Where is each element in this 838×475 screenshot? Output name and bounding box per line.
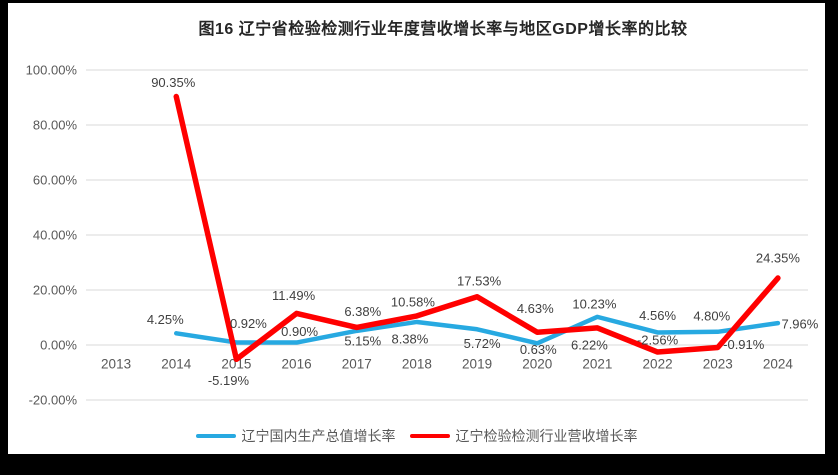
chart-legend: 辽宁国内生产总值增长率 辽宁检验检测行业营收增长率: [8, 426, 825, 446]
x-axis-tick-label: 2015: [221, 357, 251, 372]
line-chart-plot-area: 100.00% 80.00% 60.00% 40.00% 20.00% 0.00% -20.…: [26, 63, 819, 408]
x-axis-tick-label: 2014: [161, 357, 192, 372]
x-axis-tick-label: 2016: [282, 357, 312, 372]
data-label: 0.63%: [520, 342, 557, 357]
data-label: 17.53%: [457, 273, 502, 288]
legend-line-swatch-blue: [195, 434, 236, 438]
data-label: 7.96%: [781, 317, 818, 332]
data-label: 10.58%: [391, 294, 436, 309]
data-label: -2.56%: [637, 333, 679, 348]
data-label: -5.19%: [208, 373, 250, 388]
y-axis-tick-label: 0.00%: [40, 338, 77, 353]
legend-label-gdp-growth: 辽宁国内生产总值增长率: [241, 428, 396, 444]
data-label: 6.22%: [571, 337, 608, 352]
x-axis-tick-label: 2013: [101, 357, 131, 372]
y-axis-tick-label: -20.00%: [29, 393, 78, 408]
chart-panel: 图16 辽宁省检验检测行业年度营收增长率与地区GDP增长率的比较 100.00%…: [8, 3, 825, 454]
x-axis-tick-label: 2022: [643, 357, 673, 372]
data-label: 0.92%: [230, 316, 267, 331]
y-axis-tick-label: 80.00%: [33, 118, 78, 133]
x-axis-tick-label: 2023: [703, 357, 733, 372]
data-label: 4.25%: [147, 312, 184, 327]
y-axis-tick-label: 60.00%: [33, 173, 78, 188]
data-label: 8.38%: [391, 331, 428, 346]
data-label: 6.38%: [344, 304, 381, 319]
data-label: 0.90%: [281, 324, 318, 339]
x-axis-tick-label: 2017: [342, 357, 372, 372]
x-axis-tick-label: 2020: [522, 357, 552, 372]
x-axis-tick-label: 2024: [763, 357, 794, 372]
data-label: 5.15%: [344, 333, 381, 348]
data-label: 4.56%: [639, 308, 676, 323]
y-axis-tick-label: 20.00%: [33, 283, 78, 298]
data-label: 11.49%: [272, 288, 316, 303]
data-label: 10.23%: [572, 296, 617, 311]
data-label: 4.63%: [517, 301, 554, 316]
series-line-0: [174, 314, 781, 346]
chart-title: 图16 辽宁省检验检测行业年度营收增长率与地区GDP增长率的比较: [198, 21, 688, 38]
series-line-1: [173, 93, 781, 363]
legend-label-industry-revenue-growth: 辽宁检验检测行业营收增长率: [455, 428, 638, 444]
x-axis-tick-label: 2018: [402, 357, 432, 372]
data-label: 90.35%: [151, 75, 196, 90]
y-axis-tick-label: 40.00%: [33, 228, 78, 243]
x-axis-tick-label: 2021: [582, 357, 612, 372]
data-label: -0.91%: [723, 337, 765, 352]
data-label: 5.72%: [464, 336, 501, 351]
y-axis-tick-label: 100.00%: [26, 63, 78, 78]
legend-item-industry-revenue-growth: 辽宁检验检测行业营收增长率: [409, 426, 638, 446]
legend-item-gdp-growth: 辽宁国内生产总值增长率: [195, 426, 396, 446]
data-label: 24.35%: [756, 251, 801, 266]
data-label: 4.80%: [693, 308, 730, 323]
legend-line-swatch-red: [409, 434, 450, 438]
x-axis-tick-label: 2019: [462, 357, 492, 372]
